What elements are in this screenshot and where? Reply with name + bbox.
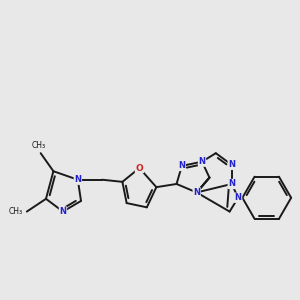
Text: N: N bbox=[235, 193, 242, 202]
Text: O: O bbox=[136, 164, 143, 172]
Text: N: N bbox=[228, 179, 235, 188]
Text: N: N bbox=[193, 188, 200, 197]
Text: CH₃: CH₃ bbox=[32, 141, 46, 150]
Text: CH₃: CH₃ bbox=[8, 207, 22, 216]
Text: N: N bbox=[178, 161, 185, 170]
Text: N: N bbox=[74, 175, 81, 184]
Text: N: N bbox=[228, 160, 235, 169]
Text: N: N bbox=[199, 157, 206, 166]
Text: N: N bbox=[59, 207, 67, 216]
